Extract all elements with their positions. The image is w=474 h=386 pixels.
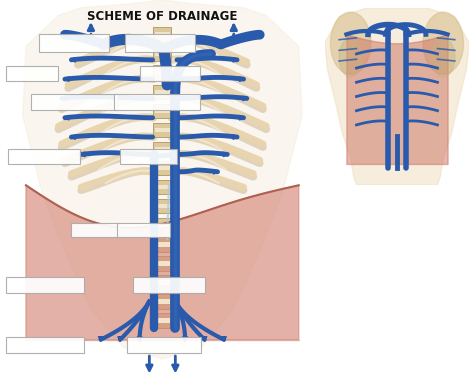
Polygon shape — [325, 8, 469, 185]
FancyBboxPatch shape — [127, 337, 201, 353]
FancyBboxPatch shape — [39, 34, 109, 52]
Bar — [155, 318, 170, 323]
Polygon shape — [26, 185, 299, 340]
Bar — [155, 242, 170, 247]
Bar — [155, 147, 170, 151]
FancyBboxPatch shape — [140, 66, 200, 81]
Bar — [155, 108, 170, 113]
FancyBboxPatch shape — [7, 337, 84, 353]
Bar — [155, 204, 170, 208]
Bar — [154, 142, 171, 156]
Bar — [154, 123, 171, 137]
Bar — [155, 166, 170, 170]
Text: SCHEME OF DRAINAGE: SCHEME OF DRAINAGE — [87, 10, 237, 23]
Bar — [154, 27, 171, 42]
Ellipse shape — [423, 12, 464, 74]
Bar — [154, 180, 171, 195]
FancyBboxPatch shape — [7, 66, 58, 81]
Bar — [155, 299, 170, 304]
Bar — [154, 161, 171, 175]
Bar — [155, 261, 170, 266]
FancyBboxPatch shape — [120, 149, 177, 164]
Bar — [155, 128, 170, 132]
Bar — [155, 280, 170, 284]
Bar — [155, 51, 170, 56]
Bar — [154, 218, 171, 232]
Bar — [154, 66, 171, 80]
Bar — [154, 313, 171, 328]
Ellipse shape — [339, 38, 362, 77]
Bar — [155, 90, 170, 94]
Bar — [154, 237, 171, 252]
Bar — [155, 223, 170, 227]
Bar — [154, 256, 171, 271]
Bar — [154, 199, 171, 213]
Bar — [155, 71, 170, 75]
Bar — [154, 294, 171, 309]
Bar — [154, 275, 171, 290]
Ellipse shape — [432, 38, 455, 77]
Bar — [154, 85, 171, 99]
Bar — [155, 185, 170, 190]
FancyBboxPatch shape — [114, 94, 200, 110]
Bar — [154, 103, 171, 118]
FancyBboxPatch shape — [7, 277, 84, 293]
FancyBboxPatch shape — [117, 223, 171, 237]
Polygon shape — [23, 0, 302, 359]
FancyBboxPatch shape — [31, 94, 117, 110]
FancyBboxPatch shape — [125, 34, 195, 52]
Bar — [155, 32, 170, 37]
Ellipse shape — [330, 12, 371, 74]
FancyBboxPatch shape — [8, 149, 80, 164]
FancyBboxPatch shape — [133, 277, 205, 293]
Bar — [154, 46, 171, 61]
FancyBboxPatch shape — [72, 223, 118, 237]
